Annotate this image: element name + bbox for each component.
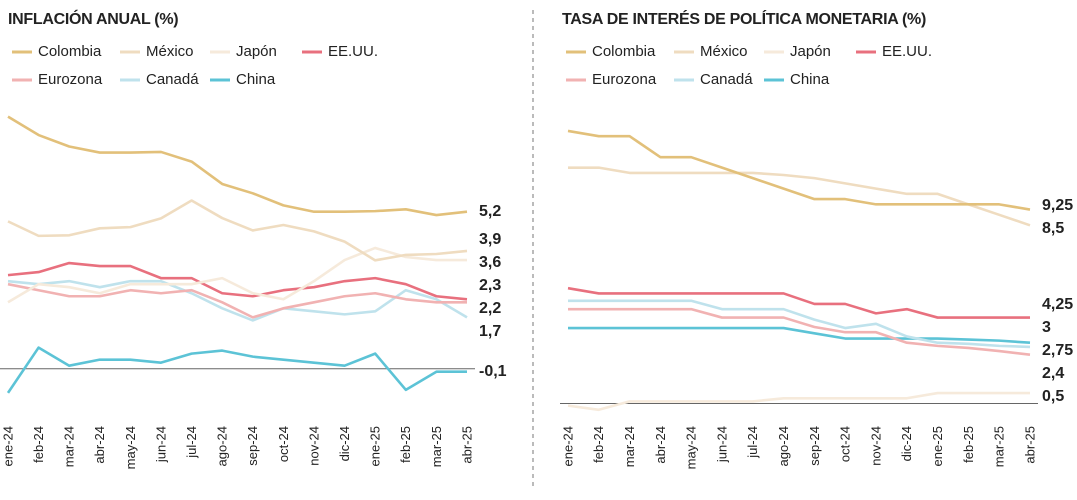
end-label: 1,7 — [479, 323, 501, 340]
end-label: 3 — [1042, 319, 1051, 336]
end-label: -0,1 — [479, 363, 507, 380]
chart-title: INFLACIÓN ANUAL (%) — [8, 9, 178, 28]
end-label: 2,75 — [1042, 342, 1073, 359]
x-tick-label: may-24 — [684, 426, 699, 469]
x-tick-label: ene-25 — [930, 426, 945, 466]
x-tick-label: ene-24 — [0, 426, 15, 466]
end-label: 3,6 — [479, 254, 501, 271]
legend-label: México — [700, 43, 748, 60]
x-tick-label: jun-24 — [153, 426, 168, 463]
end-label: 3,9 — [479, 231, 501, 248]
x-tick-label: mar-24 — [622, 426, 637, 467]
legend-label: EE.UU. — [882, 43, 932, 60]
legend-label: México — [146, 43, 194, 60]
x-tick-label: mar-25 — [429, 426, 444, 467]
series-line — [6, 346, 467, 394]
x-tick-label: dic-24 — [337, 426, 352, 461]
x-tick-label: feb-25 — [398, 426, 413, 463]
series-line — [7, 199, 468, 262]
series-line — [567, 129, 1031, 211]
x-tick-label: abr-25 — [459, 426, 474, 464]
x-tick-label: jul-24 — [745, 426, 760, 459]
end-label: 8,5 — [1042, 220, 1064, 237]
x-tick-label: mar-24 — [62, 426, 77, 467]
series-line — [7, 279, 468, 322]
series-line — [7, 115, 468, 217]
end-label: 5,2 — [479, 203, 501, 220]
x-tick-label: feb-24 — [31, 426, 46, 463]
x-tick-label: ene-24 — [560, 426, 575, 466]
x-tick-label: mar-25 — [992, 426, 1007, 467]
legend-label: Canadá — [700, 71, 753, 88]
legend-label: Colombia — [592, 43, 656, 60]
series-line — [7, 261, 468, 301]
x-tick-label: nov-24 — [306, 426, 321, 466]
legend-label: Canadá — [146, 71, 199, 88]
x-tick-label: ago-24 — [215, 426, 230, 466]
series-line — [7, 246, 467, 304]
legend-label: Colombia — [38, 43, 102, 60]
x-tick-label: abr-24 — [653, 426, 668, 464]
legend-label: Eurozona — [592, 71, 657, 88]
legend-label: China — [236, 71, 276, 88]
x-tick-label: nov-24 — [868, 426, 883, 466]
x-tick-label: oct-24 — [276, 426, 291, 462]
end-label: 2,2 — [479, 300, 501, 317]
series-line — [568, 326, 1031, 345]
chart-title: TASA DE INTERÉS DE POLÍTICA MONETARIA (%… — [562, 9, 926, 28]
legend-label: China — [790, 71, 830, 88]
x-tick-label: abr-25 — [1022, 426, 1037, 464]
end-label: 2,4 — [1042, 365, 1064, 382]
end-label: 9,25 — [1042, 197, 1073, 214]
legend-label: Japón — [790, 43, 831, 60]
legend-label: EE.UU. — [328, 43, 378, 60]
x-tick-label: jun-24 — [714, 426, 729, 463]
x-tick-label: abr-24 — [92, 426, 107, 464]
series-line — [568, 307, 1031, 356]
series-line — [568, 166, 1031, 227]
end-label: 4,25 — [1042, 296, 1073, 313]
x-tick-label: feb-24 — [591, 426, 606, 463]
x-tick-label: dic-24 — [899, 426, 914, 461]
x-tick-label: ene-25 — [368, 426, 383, 466]
x-tick-label: may-24 — [123, 426, 138, 469]
x-tick-label: oct-24 — [838, 426, 853, 462]
legend-label: Japón — [236, 43, 277, 60]
series-line — [7, 282, 467, 319]
x-tick-label: ago-24 — [776, 426, 791, 466]
series-line — [567, 391, 1030, 412]
x-tick-label: sep-24 — [245, 426, 260, 466]
end-label: 0,5 — [1042, 388, 1064, 405]
x-tick-label: feb-25 — [961, 426, 976, 463]
legend-label: Eurozona — [38, 71, 103, 88]
x-tick-label: sep-24 — [807, 426, 822, 466]
series-line — [567, 286, 1030, 319]
x-tick-label: jul-24 — [184, 426, 199, 459]
end-label: 2,3 — [479, 277, 501, 294]
series-line — [568, 299, 1031, 349]
